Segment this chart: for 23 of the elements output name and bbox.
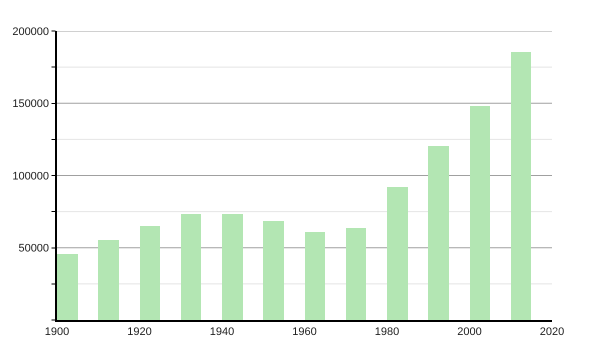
x-tick-label: 2020 xyxy=(540,326,564,338)
bar xyxy=(140,226,160,320)
bar xyxy=(511,52,531,320)
bar xyxy=(387,187,408,320)
bar xyxy=(181,214,201,320)
bar xyxy=(57,254,78,320)
bar xyxy=(222,214,243,320)
bar xyxy=(428,146,449,320)
x-tick-label: 2000 xyxy=(457,326,482,338)
y-tick-label: 100000 xyxy=(12,170,50,182)
x-tick-label: 1940 xyxy=(210,326,234,338)
x-tick-label: 1980 xyxy=(374,326,400,338)
y-tick-label: 200000 xyxy=(12,26,50,38)
bar xyxy=(305,232,325,320)
bar xyxy=(470,106,490,320)
bar xyxy=(346,228,366,320)
y-tick-label: 150000 xyxy=(12,98,50,110)
bar xyxy=(263,221,284,320)
x-tick-label: 1960 xyxy=(292,326,317,338)
y-tick-label: 50000 xyxy=(18,242,50,255)
x-tick-label: 1900 xyxy=(44,326,70,338)
bar xyxy=(98,240,119,320)
x-tick-label: 1920 xyxy=(127,326,152,338)
